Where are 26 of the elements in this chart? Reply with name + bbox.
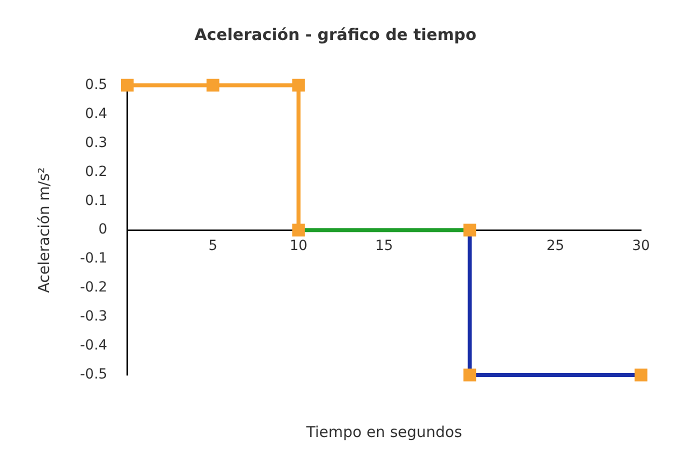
y-tick-label: -0.3 xyxy=(80,308,108,325)
chart-title: Aceleración - gráfico de tiempo xyxy=(194,24,476,44)
point xyxy=(292,224,305,236)
x-axis-title: Tiempo en segundos xyxy=(305,422,462,441)
point xyxy=(634,368,648,382)
y-tick-label: -0.1 xyxy=(80,250,108,267)
y-tick-label: 0.3 xyxy=(85,134,108,151)
point xyxy=(463,368,476,382)
point xyxy=(120,78,134,92)
y-tick-label: -0.5 xyxy=(80,366,108,383)
y-tick-label: -0.4 xyxy=(80,338,108,354)
y-tick-label: 0.4 xyxy=(85,106,108,122)
x-tick-label: 25 xyxy=(546,238,564,254)
y-tick-label: 0.2 xyxy=(85,164,108,180)
y-tick-label: -0.2 xyxy=(80,280,108,296)
x-tick-label: 5 xyxy=(208,238,218,254)
point xyxy=(206,78,220,92)
x-tick-label: 10 xyxy=(290,238,308,254)
y-tick-label: 0.5 xyxy=(85,76,108,93)
y-axis-title: Aceleración m/s² xyxy=(34,167,53,293)
point xyxy=(463,224,476,236)
y-tick-label: 0.1 xyxy=(85,192,108,209)
point xyxy=(292,78,305,92)
x-tick-label: 15 xyxy=(375,238,394,254)
x-tick-label: 30 xyxy=(632,238,650,254)
y-tick-label: 0 xyxy=(98,222,108,238)
